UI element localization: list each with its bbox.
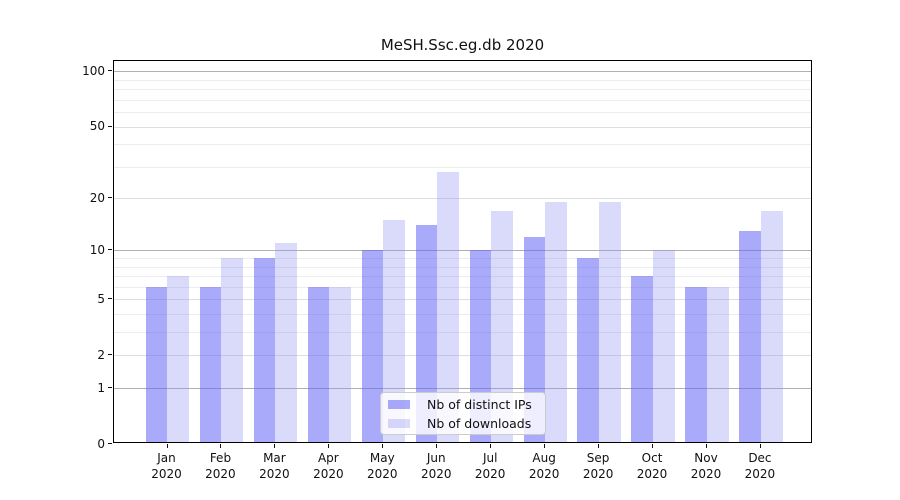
y-tick-mark-5	[108, 298, 113, 300]
gridline-2	[113, 355, 811, 357]
bar-downloads-nov	[706, 286, 729, 442]
x-tick-label-aug: Aug 2020	[528, 451, 560, 481]
gridline-80	[113, 89, 811, 91]
bar-downloads-jul	[491, 210, 513, 442]
y-tick-label-0: 0	[97, 436, 105, 451]
legend-label-distinct-ips: Nb of distinct IPs	[427, 396, 532, 412]
legend-swatch-distinct-ips	[388, 399, 410, 409]
bar-distinct-ips-feb	[199, 286, 222, 442]
gridline-7	[113, 276, 811, 278]
x-tick-label-mar: Mar 2020	[259, 451, 290, 481]
bar-distinct-ips-mar	[253, 258, 276, 442]
gridline-10	[113, 250, 811, 252]
gridline-70	[113, 99, 811, 101]
x-tick-mark-jun	[436, 444, 438, 448]
bar-distinct-ips-dec	[739, 230, 761, 442]
gridline-6	[113, 286, 811, 288]
bar-downloads-oct	[653, 250, 675, 442]
y-tick-label-20: 20	[89, 190, 105, 205]
y-tick-mark-2	[108, 354, 113, 356]
x-tick-label-sep: Sep 2020	[582, 451, 614, 481]
gridline-1	[113, 388, 811, 390]
bar-downloads-feb	[221, 258, 244, 442]
bar-distinct-ips-jan	[145, 286, 168, 442]
x-tick-label-jun: Jun 2020	[420, 451, 452, 481]
bar-distinct-ips-aug	[523, 236, 546, 442]
bar-distinct-ips-jun	[415, 225, 438, 442]
legend: Nb of distinct IPs Nb of downloads	[380, 392, 546, 435]
legend-row-downloads: Nb of downloads	[388, 415, 545, 431]
y-tick-mark-10	[108, 249, 113, 251]
y-tick-label-2: 2	[97, 347, 105, 362]
bar-downloads-jan	[167, 276, 190, 442]
legend-row-distinct-ips: Nb of distinct IPs	[388, 396, 545, 412]
gridline-3	[113, 332, 811, 334]
x-tick-mark-sep	[598, 444, 600, 448]
x-tick-label-oct: Oct 2020	[636, 451, 668, 481]
x-tick-mark-feb	[220, 444, 222, 448]
bar-distinct-ips-oct	[631, 276, 654, 442]
gridline-8	[113, 266, 811, 268]
chart-title: MeSH.Ssc.eg.db 2020	[380, 36, 545, 54]
bar-downloads-apr	[329, 286, 351, 442]
x-tick-label-nov: Nov 2020	[690, 451, 722, 481]
x-tick-mark-mar	[274, 444, 276, 448]
legend-label-downloads: Nb of downloads	[427, 415, 532, 431]
bar-distinct-ips-may	[361, 250, 384, 442]
y-tick-label-100: 100	[82, 63, 105, 78]
x-tick-label-dec: Dec 2020	[744, 451, 776, 481]
x-tick-label-may: May 2020	[367, 451, 398, 481]
x-tick-mark-oct	[652, 444, 654, 448]
y-tick-label-5: 5	[97, 291, 105, 306]
x-tick-mark-jul	[490, 444, 492, 448]
gridline-100	[113, 71, 811, 73]
y-tick-label-50: 50	[89, 119, 105, 134]
bar-downloads-jun	[437, 172, 459, 442]
gridline-5	[113, 299, 811, 301]
gridline-90	[113, 79, 811, 81]
x-tick-mark-apr	[328, 444, 330, 448]
x-tick-label-feb: Feb 2020	[205, 451, 236, 481]
legend-swatch-downloads	[388, 418, 410, 428]
y-tick-mark-50	[108, 125, 113, 127]
gridline-60	[113, 112, 811, 114]
bar-distinct-ips-nov	[685, 286, 707, 442]
bar-downloads-aug	[545, 202, 567, 442]
x-tick-label-jan: Jan 2020	[151, 451, 182, 481]
x-tick-label-jul: Jul 2020	[474, 451, 506, 481]
y-tick-mark-20	[108, 197, 113, 199]
x-tick-label-apr: Apr 2020	[313, 451, 344, 481]
plot-area	[112, 60, 812, 443]
bar-downloads-sep	[599, 202, 621, 442]
bar-distinct-ips-sep	[577, 258, 600, 442]
gridline-30	[113, 166, 811, 168]
bar-downloads-may	[383, 220, 405, 442]
x-tick-mark-may	[382, 444, 384, 448]
x-tick-mark-dec	[759, 444, 761, 448]
gridline-40	[113, 144, 811, 146]
y-tick-label-10: 10	[89, 242, 105, 257]
y-tick-label-1: 1	[97, 380, 105, 395]
x-tick-mark-nov	[706, 444, 707, 448]
gridline-9	[113, 258, 811, 260]
x-tick-mark-jan	[166, 444, 168, 448]
y-tick-mark-100	[108, 70, 113, 72]
gridline-4	[113, 314, 811, 316]
bar-downloads-mar	[275, 243, 297, 442]
gridline-20	[113, 198, 811, 200]
bar-downloads-dec	[760, 210, 783, 442]
bar-distinct-ips-apr	[307, 286, 330, 442]
y-tick-mark-1	[108, 387, 113, 389]
y-tick-mark-0	[108, 443, 113, 444]
x-tick-mark-aug	[544, 444, 546, 448]
gridline-50	[113, 126, 811, 128]
